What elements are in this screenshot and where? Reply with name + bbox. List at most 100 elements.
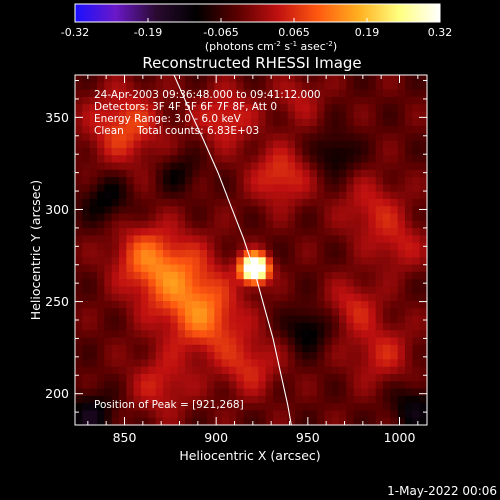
heatmap-cell: [331, 155, 340, 164]
heatmap-cell: [155, 293, 164, 302]
heatmap-cell: [185, 82, 193, 91]
heatmap-cell: [361, 417, 369, 426]
heatmap-cell: [185, 308, 193, 317]
heatmap-cell: [265, 388, 274, 397]
heatmap-cell: [170, 177, 179, 185]
heatmap-cell: [368, 82, 377, 91]
heatmap-cell: [251, 169, 259, 178]
heatmap-cell: [353, 301, 362, 309]
heatmap-cell: [302, 169, 311, 178]
heatmap-cell: [221, 242, 230, 251]
heatmap-cell: [302, 206, 311, 215]
heatmap-cell: [397, 118, 406, 127]
heatmap-cell: [133, 235, 142, 244]
heatmap-cell: [82, 293, 91, 302]
heatmap-cell: [273, 381, 281, 390]
heatmap-cell: [141, 169, 149, 178]
heatmap-cell: [353, 286, 362, 295]
heatmap-cell: [302, 220, 311, 229]
heatmap-cell: [163, 279, 171, 288]
heatmap-cell: [104, 344, 113, 353]
heatmap-cell: [192, 177, 201, 185]
heatmap-cell: [148, 250, 157, 258]
heatmap-cell: [339, 417, 347, 426]
heatmap-cell: [397, 213, 406, 222]
heatmap-cell: [368, 126, 377, 134]
heatmap-cell: [419, 403, 428, 412]
heatmap-cell: [412, 322, 421, 331]
heatmap-cell: [419, 381, 428, 390]
heatmap-cell: [111, 257, 120, 266]
heatmap-cell: [251, 82, 259, 91]
heatmap-cell: [104, 381, 113, 390]
heatmap-cell: [419, 118, 428, 127]
heatmap-cell: [82, 366, 91, 375]
heatmap-cell: [258, 315, 267, 324]
heatmap-cell: [75, 388, 83, 397]
heatmap-cell: [353, 344, 362, 353]
heatmap-cell: [207, 337, 215, 346]
heatmap-cell: [89, 293, 98, 302]
heatmap-cell: [353, 118, 362, 127]
heatmap-cell: [177, 293, 186, 302]
heatmap-cell: [243, 322, 252, 331]
heatmap-cell: [287, 213, 296, 222]
heatmap-cell: [126, 191, 135, 200]
heatmap-cell: [280, 184, 289, 193]
heatmap-cell: [229, 82, 237, 91]
heatmap-cell: [75, 206, 83, 215]
heatmap-cell: [89, 198, 98, 207]
heatmap-cell: [104, 410, 113, 419]
heatmap-cell: [302, 279, 311, 288]
heatmap-cell: [375, 206, 384, 215]
heatmap-cell: [397, 75, 406, 83]
heatmap-cell: [229, 191, 237, 200]
heatmap-cell: [324, 140, 333, 149]
heatmap-cell: [412, 279, 421, 288]
heatmap-cell: [295, 279, 303, 288]
heatmap-cell: [243, 228, 252, 237]
heatmap-cell: [309, 257, 318, 266]
heatmap-cell: [192, 184, 201, 193]
heatmap-cell: [412, 118, 421, 127]
heatmap-cell: [207, 126, 215, 134]
heatmap-cell: [89, 330, 98, 339]
heatmap-cell: [163, 96, 171, 105]
heatmap-cell: [214, 126, 223, 134]
heatmap-cell: [339, 344, 347, 353]
heatmap-cell: [214, 403, 223, 412]
heatmap-cell: [295, 366, 303, 375]
heatmap-cell: [397, 155, 406, 164]
heatmap-cell: [75, 337, 83, 346]
heatmap-cell: [258, 242, 267, 251]
heatmap-cell: [309, 75, 318, 83]
heatmap-cell: [243, 162, 252, 171]
heatmap-cell: [390, 264, 399, 273]
heatmap-cell: [185, 286, 193, 295]
heatmap-cell: [148, 220, 157, 229]
heatmap-cell: [126, 140, 135, 149]
heatmap-cell: [133, 184, 142, 193]
heatmap-cell: [419, 352, 428, 360]
heatmap-cell: [104, 242, 113, 251]
heatmap-cell: [302, 126, 311, 134]
heatmap-cell: [133, 126, 142, 134]
heatmap-cell: [346, 257, 355, 266]
heatmap-cell: [126, 271, 135, 280]
heatmap-cell: [111, 82, 120, 91]
heatmap-cell: [375, 213, 384, 222]
heatmap-cell: [368, 89, 377, 98]
heatmap-cell: [229, 75, 237, 83]
heatmap-cell: [207, 286, 215, 295]
heatmap-cell: [119, 417, 127, 426]
heatmap-cell: [295, 220, 303, 229]
heatmap-cell: [397, 417, 406, 426]
heatmap-cell: [177, 271, 186, 280]
heatmap-cell: [265, 410, 274, 419]
heatmap-cell: [258, 133, 267, 142]
heatmap-cell: [207, 315, 215, 324]
heatmap-cell: [346, 140, 355, 149]
heatmap-cell: [273, 366, 281, 375]
heatmap-cell: [331, 250, 340, 258]
heatmap-cell: [221, 366, 230, 375]
